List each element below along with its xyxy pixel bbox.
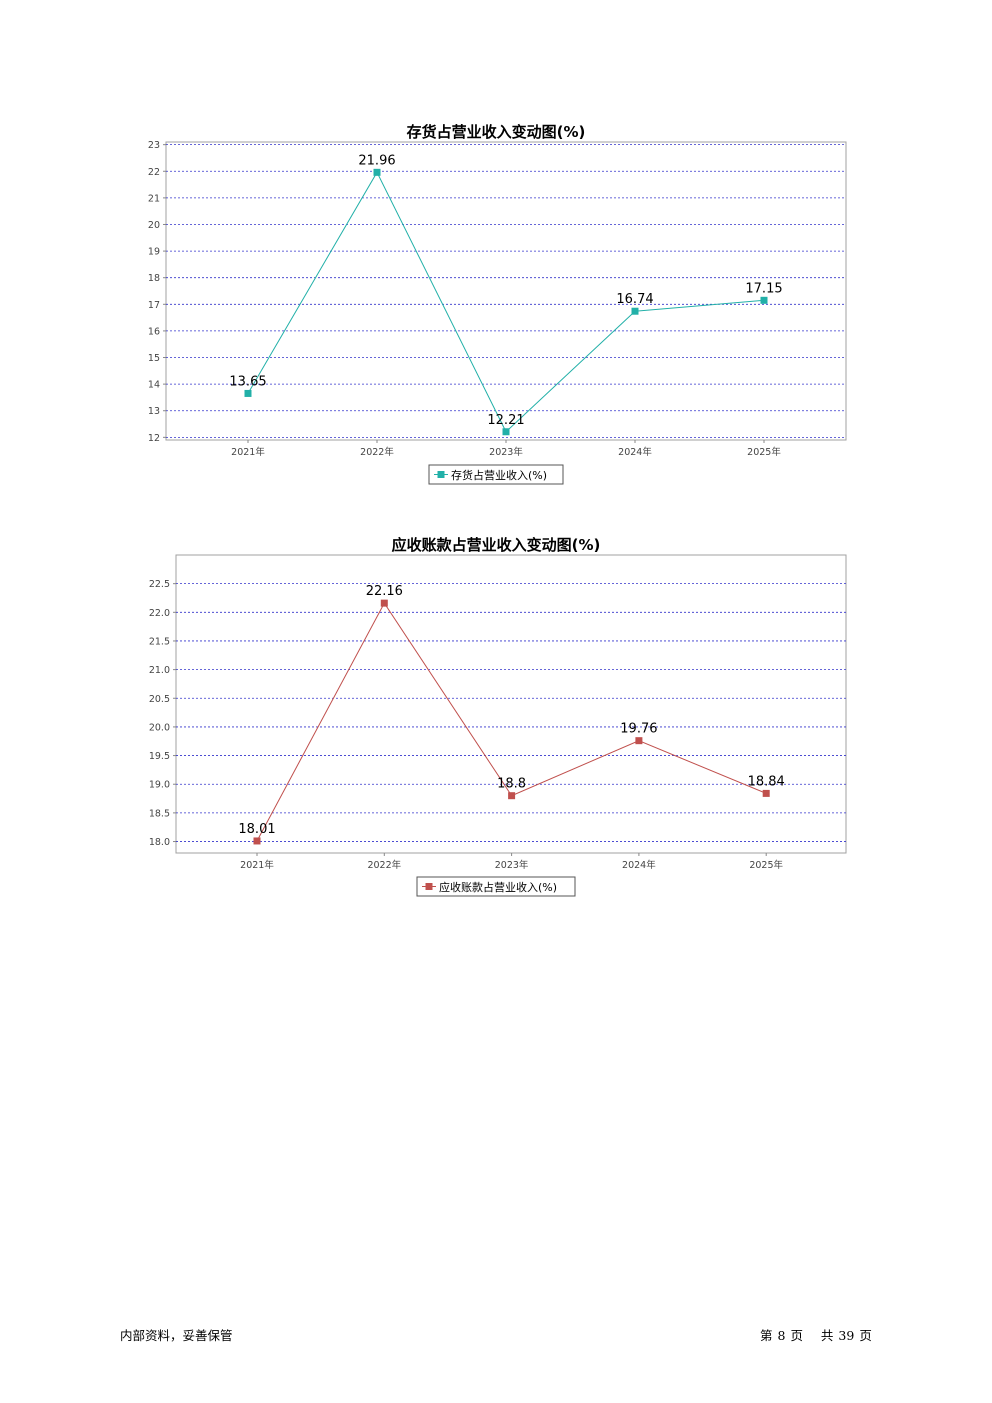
data-label: 18.01	[238, 822, 275, 837]
data-point	[635, 737, 643, 745]
total-unit: 页	[859, 1328, 872, 1343]
data-label: 18.8	[497, 777, 526, 792]
data-point	[762, 789, 770, 797]
data-label: 18.84	[748, 774, 785, 789]
y-tick-label: 21.5	[149, 636, 170, 647]
x-tick-label: 2022年	[367, 859, 401, 871]
page-unit: 页	[790, 1328, 803, 1343]
page-number: 8	[777, 1328, 786, 1343]
page-prefix: 第	[760, 1328, 773, 1343]
legend-marker	[437, 471, 445, 478]
inventory-chart: 存货占营业收入变动图(%) 12 13 14 15 16 17 18 19 20 21 22 23 20…	[0, 0, 992, 500]
y-tick-label: 17	[148, 300, 160, 311]
plot-area	[165, 141, 847, 441]
data-point	[373, 168, 381, 176]
data-label: 21.96	[358, 153, 395, 168]
x-tick-label: 2025年	[747, 446, 781, 458]
y-tick-label: 19	[148, 247, 160, 258]
y-tick-label: 15	[148, 353, 160, 364]
y-tick-label: 21	[148, 193, 160, 204]
data-point	[244, 389, 252, 397]
legend-box	[416, 876, 576, 897]
data-point	[253, 837, 261, 845]
y-tick-label: 12	[148, 433, 160, 444]
y-tick-label: 20.5	[149, 694, 170, 705]
data-label: 16.74	[616, 292, 653, 307]
legend-marker	[425, 883, 433, 890]
data-label: 12.21	[487, 413, 524, 428]
data-point	[380, 599, 388, 607]
legend-box	[428, 464, 564, 485]
data-point	[631, 307, 639, 315]
receivables-chart: 应收账款占营业收入变动图(%) 18.0 18.5 19.0 19.5 20.0 20.5…	[149, 536, 847, 897]
total-pages: 39	[838, 1328, 855, 1343]
plot-area	[175, 554, 847, 854]
data-label: 17.15	[745, 281, 782, 296]
x-tick-label: 2024年	[618, 446, 652, 458]
receivables-chart-svg: 18.0 18.5 19.0 19.5 20.0 20.5 21.0 21.5 22.0 22.5…	[149, 554, 847, 897]
data-label: 22.16	[366, 584, 403, 599]
y-tick-label: 20.0	[149, 722, 170, 733]
y-tick-label: 22.0	[149, 608, 170, 619]
y-tick-label: 22.5	[149, 579, 170, 590]
x-tick-label: 2023年	[489, 446, 523, 458]
y-tick-label: 20	[148, 220, 160, 231]
y-tick-label: 19.0	[149, 780, 170, 791]
y-tick-label: 19.5	[149, 751, 170, 762]
y-tick-label: 21.0	[149, 665, 170, 676]
data-point	[502, 428, 510, 436]
x-tick-label: 2024年	[622, 859, 656, 871]
data-point	[760, 296, 768, 304]
total-prefix: 共	[820, 1328, 834, 1343]
data-label: 13.65	[229, 374, 266, 389]
footer-note: 内部资料，妥善保管	[120, 1328, 233, 1343]
y-tick-label: 18	[148, 273, 160, 284]
y-tick-label: 18.5	[149, 808, 170, 819]
chart-title: 应收账款占营业收入变动图(%)	[391, 536, 601, 554]
y-tick-label: 13	[148, 406, 160, 417]
inventory-chart-svg: 12 13 14 15 16 17 18 19 20 21 22 23 2021年 2022年 2023年 2…	[148, 140, 847, 485]
y-tick-label: 23	[148, 140, 160, 151]
x-tick-label: 2023年	[495, 859, 529, 871]
x-tick-label: 2021年	[240, 859, 274, 871]
x-tick-label: 2021年	[231, 446, 265, 458]
chart-title: 存货占营业收入变动图(%)	[406, 123, 586, 141]
legend-label: 应收账款占营业收入(%)	[439, 880, 557, 894]
data-point	[508, 792, 516, 800]
x-tick-label: 2025年	[749, 859, 783, 871]
y-tick-label: 14	[148, 380, 160, 391]
legend-label: 存货占营业收入(%)	[451, 468, 547, 482]
y-tick-label: 22	[148, 167, 160, 178]
data-label: 19.76	[620, 722, 657, 737]
y-tick-label: 18.0	[149, 837, 170, 848]
x-tick-label: 2022年	[360, 446, 394, 458]
y-tick-label: 16	[148, 326, 160, 337]
